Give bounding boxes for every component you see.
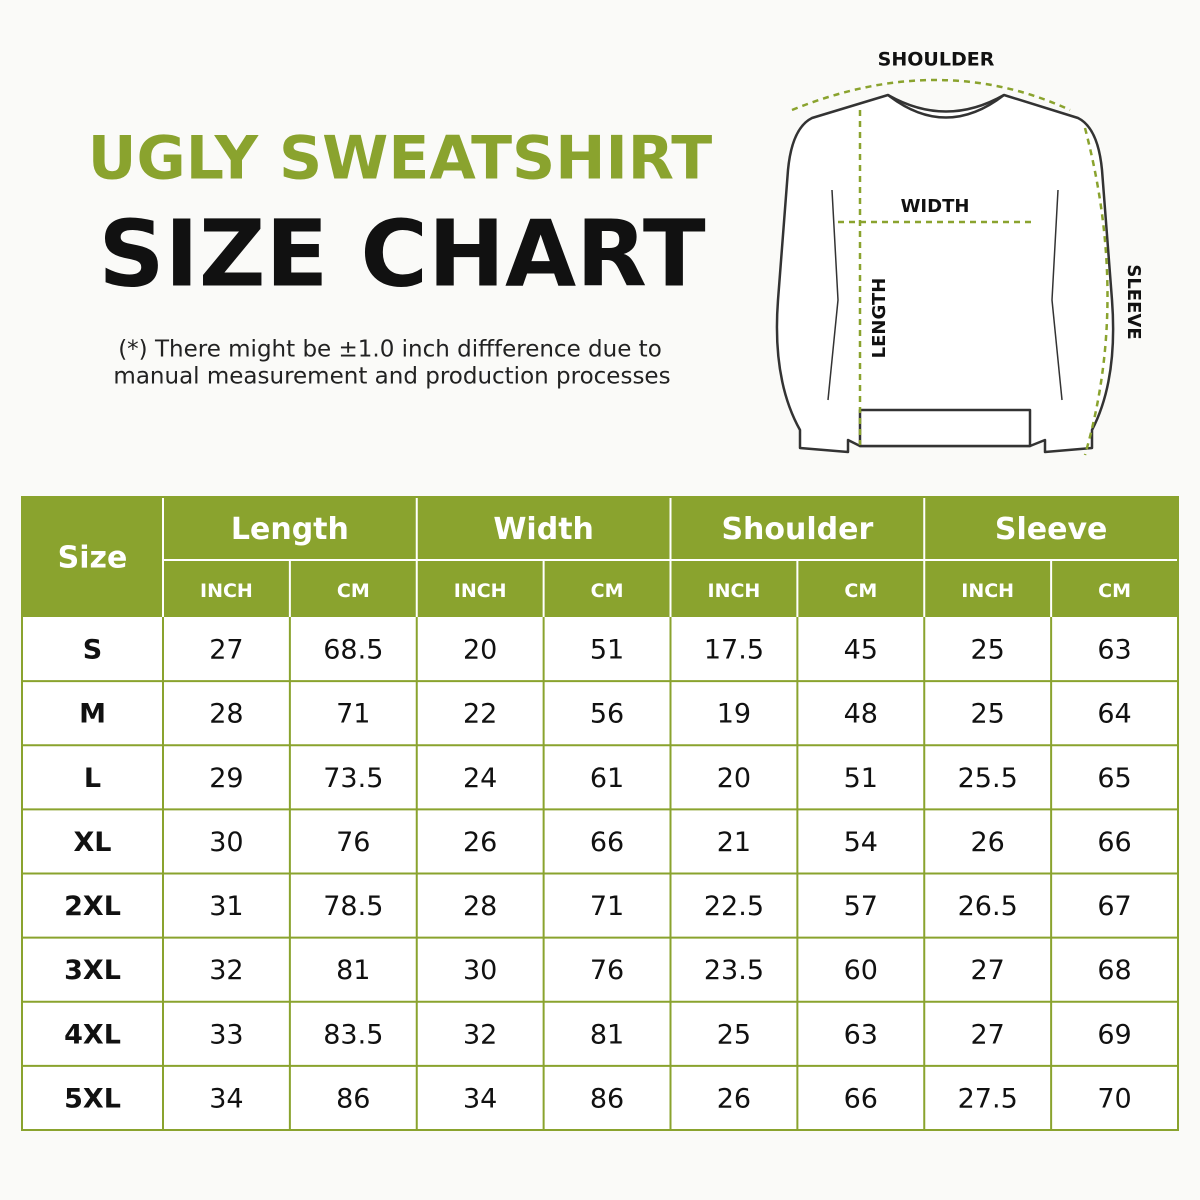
value-cell: 28 xyxy=(209,699,243,730)
value-cell: 17.5 xyxy=(704,635,764,666)
value-cell: 27 xyxy=(971,1019,1005,1050)
value-cell: 83.5 xyxy=(323,1019,383,1050)
note-line: (*) There might be ±1.0 inch diffference… xyxy=(118,337,662,363)
value-cell: 26 xyxy=(717,1083,751,1114)
value-cell: 32 xyxy=(209,955,243,986)
value-cell: 25 xyxy=(717,1019,751,1050)
value-cell: 64 xyxy=(1097,699,1131,730)
value-cell: 19 xyxy=(717,699,751,730)
value-cell: 26 xyxy=(463,827,497,858)
sweatshirt-diagram xyxy=(775,93,1115,454)
value-cell: 34 xyxy=(463,1083,497,1114)
header-cell: Shoulder xyxy=(721,512,873,547)
value-cell: 25 xyxy=(971,635,1005,666)
header-cell: Length xyxy=(231,512,349,547)
value-cell: 27 xyxy=(971,955,1005,986)
value-cell: 78.5 xyxy=(323,891,383,922)
value-cell: 56 xyxy=(590,699,624,730)
value-cell: 66 xyxy=(844,1083,878,1114)
unit-cell: CM xyxy=(337,580,370,602)
value-cell: 21 xyxy=(717,827,751,858)
value-cell: 22.5 xyxy=(704,891,764,922)
value-cell: 71 xyxy=(336,699,370,730)
value-cell: 57 xyxy=(844,891,878,922)
value-cell: 27.5 xyxy=(958,1083,1018,1114)
size-cell: XL xyxy=(73,827,111,858)
value-cell: 34 xyxy=(209,1083,243,1114)
value-cell: 28 xyxy=(463,891,497,922)
value-cell: 30 xyxy=(463,955,497,986)
size-table: Size Length INCH CM Width INCH CM Shoulder INCH C… xyxy=(21,496,1179,1131)
unit-cell: CM xyxy=(1098,580,1131,602)
measure-guides xyxy=(791,78,1109,456)
value-cell: 48 xyxy=(844,699,878,730)
value-cell: 22 xyxy=(463,699,497,730)
header-cell: Sleeve xyxy=(995,512,1108,547)
value-cell: 25.5 xyxy=(958,763,1018,794)
unit-cell: CM xyxy=(591,580,624,602)
value-cell: 25 xyxy=(971,699,1005,730)
value-cell: 66 xyxy=(590,827,624,858)
value-cell: 24 xyxy=(463,763,497,794)
table-border xyxy=(21,496,1179,1131)
value-cell: 30 xyxy=(209,827,243,858)
header-bg xyxy=(22,497,1178,617)
unit-cell: INCH xyxy=(708,580,761,602)
value-cell: 70 xyxy=(1097,1083,1131,1114)
value-cell: 45 xyxy=(844,635,878,666)
value-cell: 31 xyxy=(209,891,243,922)
diagram-label: LENGTH xyxy=(869,278,890,359)
value-cell: 51 xyxy=(590,635,624,666)
value-cell: 81 xyxy=(336,955,370,986)
value-cell: 33 xyxy=(209,1019,243,1050)
value-cell: 51 xyxy=(844,763,878,794)
value-cell: 29 xyxy=(209,763,243,794)
value-cell: 81 xyxy=(590,1019,624,1050)
value-cell: 26.5 xyxy=(958,891,1018,922)
diagram-label: SHOULDER xyxy=(878,49,995,71)
value-cell: 32 xyxy=(463,1019,497,1050)
value-cell: 69 xyxy=(1097,1019,1131,1050)
header-cell: Size xyxy=(58,541,128,576)
value-cell: 26 xyxy=(971,827,1005,858)
size-cell: 4XL xyxy=(64,1019,121,1050)
value-cell: 23.5 xyxy=(704,955,764,986)
value-cell: 63 xyxy=(1097,635,1131,666)
value-cell: 86 xyxy=(336,1083,370,1114)
value-cell: 67 xyxy=(1097,891,1131,922)
value-cell: 20 xyxy=(717,763,751,794)
value-cell: 76 xyxy=(336,827,370,858)
value-cell: 27 xyxy=(209,635,243,666)
value-cell: 68 xyxy=(1097,955,1131,986)
value-cell: 20 xyxy=(463,635,497,666)
value-cell: 65 xyxy=(1097,763,1131,794)
diagram-label: WIDTH xyxy=(901,196,970,217)
title-line2: SIZE CHART xyxy=(98,200,705,307)
value-cell: 61 xyxy=(590,763,624,794)
size-cell: S xyxy=(83,635,102,666)
value-cell: 73.5 xyxy=(323,763,383,794)
size-cell: 5XL xyxy=(64,1083,121,1114)
unit-cell: CM xyxy=(844,580,877,602)
title-line1: UGLY SWEATSHIRT xyxy=(88,124,713,194)
value-cell: 86 xyxy=(590,1083,624,1114)
value-cell: 71 xyxy=(590,891,624,922)
unit-cell: INCH xyxy=(454,580,507,602)
unit-cell: INCH xyxy=(200,580,253,602)
value-cell: 68.5 xyxy=(323,635,383,666)
size-cell: M xyxy=(79,699,106,730)
size-cell: L xyxy=(84,763,101,794)
unit-cell: INCH xyxy=(961,580,1014,602)
size-cell: 2XL xyxy=(64,891,121,922)
value-cell: 63 xyxy=(844,1019,878,1050)
size-cell: 3XL xyxy=(64,955,121,986)
value-cell: 60 xyxy=(844,955,878,986)
value-cell: 66 xyxy=(1097,827,1131,858)
value-cell: 76 xyxy=(590,955,624,986)
value-cell: 54 xyxy=(844,827,878,858)
note-line: manual measurement and production proces… xyxy=(113,364,670,390)
diagram-label: SLEEVE xyxy=(1123,264,1144,339)
header-cell: Width xyxy=(493,512,594,547)
